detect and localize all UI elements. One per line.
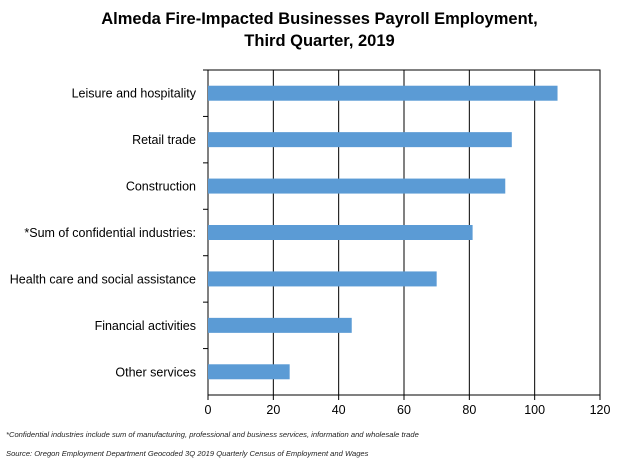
category-label: Leisure and hospitality: [72, 87, 197, 101]
x-tick-label: 0: [205, 403, 212, 417]
x-tick-label: 20: [266, 403, 280, 417]
category-label: *Sum of confidential industries:: [24, 226, 196, 240]
category-label: Financial activities: [95, 319, 196, 333]
x-tick-label: 80: [462, 403, 476, 417]
category-label: Construction: [126, 180, 196, 194]
chart-title: Almeda Fire-Impacted Businesses Payroll …: [0, 8, 639, 52]
chart-title-line-2: Third Quarter, 2019: [244, 32, 395, 50]
x-tick-label: 40: [332, 403, 346, 417]
category-label: Retail trade: [132, 133, 196, 147]
bar: [208, 132, 512, 148]
category-label: Other services: [115, 365, 196, 379]
x-tick-label: 120: [590, 403, 611, 417]
x-tick-label: 100: [524, 403, 545, 417]
bar: [208, 178, 506, 194]
x-tick-label: 60: [397, 403, 411, 417]
chart-title-line-1: Almeda Fire-Impacted Businesses Payroll …: [101, 10, 538, 28]
bar: [208, 364, 290, 380]
bar: [208, 317, 352, 333]
bar: [208, 225, 473, 240]
bar: [208, 85, 558, 101]
category-label: Health care and social assistance: [10, 272, 196, 286]
bar: [208, 271, 437, 287]
confidential-footnote: *Confidential industries include sum of …: [6, 430, 419, 439]
source-note: Source: Oregon Employment Department Geo…: [6, 449, 369, 458]
